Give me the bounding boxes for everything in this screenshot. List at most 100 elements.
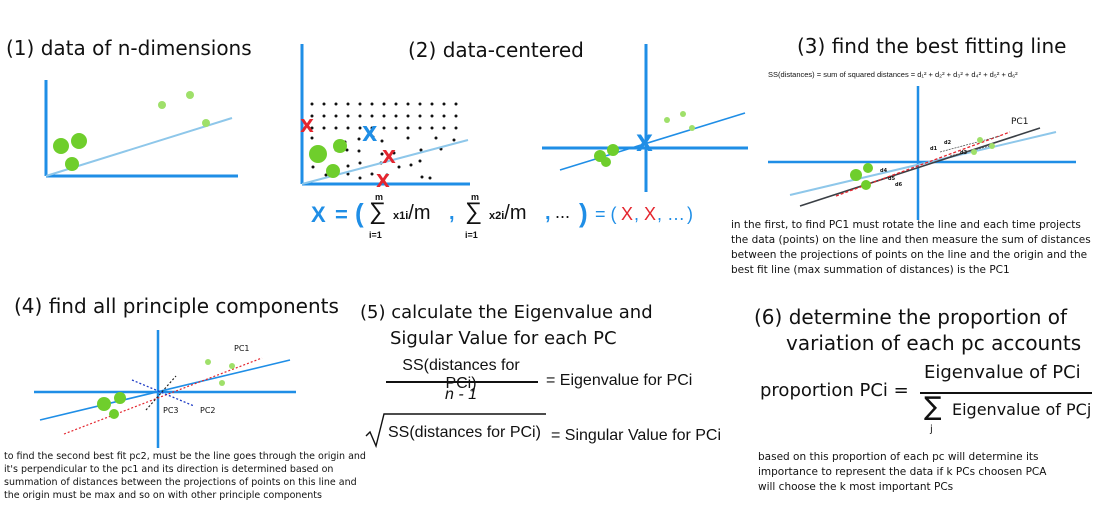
data-dot [430,114,434,118]
panel1-point [71,133,87,149]
panel3-point [977,137,983,143]
data-dot [346,102,350,106]
data-dot [310,114,314,118]
data-dot [346,164,350,168]
distance-label: d1 [930,146,938,152]
data-dot [311,165,315,169]
panel4-pc2-label: PC2 [200,406,216,415]
data-dot [418,102,422,106]
distance-label: d6 [895,182,903,188]
data-dot [371,135,375,139]
proportion-lhs: proportion PCi = [760,380,909,401]
data-dot [452,138,456,142]
panel1-point [53,138,69,154]
panel2-point [309,145,327,163]
panel6-heading-line2: variation of each pc accounts [786,331,1082,355]
panel1-point [186,91,194,99]
panel6-description: based on this proportion of each pc will… [758,451,1047,493]
formula-comma: , [449,202,455,224]
data-dot [370,126,374,130]
mean-formula: X = ( m ∑ i=1 x1i/m , m ∑ i=1 x2i/m , ..… [311,192,711,244]
sum-bottom: i=1 [369,230,382,240]
mean-marker-red: X [376,171,390,192]
result-ellipsis: … [667,204,685,224]
pc1-line [63,357,263,435]
data-dot [418,114,422,118]
data-dot [397,165,401,169]
panel4-point [114,392,126,404]
eigen-rhs: = Eigenvalue for PCi [546,372,693,389]
projection-line [949,145,991,157]
panel4-point [97,397,111,411]
sum-top: m [375,192,384,202]
panel1-point [158,101,166,109]
data-dot [310,136,314,140]
data-dot [370,114,374,118]
result-comma: , [657,204,663,224]
data-dot [434,136,438,140]
data-dot [454,102,458,106]
data-dot [322,114,326,118]
distance-label: d4 [880,168,888,174]
data-dot [358,176,362,180]
panel3-point [971,149,977,155]
panel3-point [850,169,862,181]
panel2-point [326,164,340,178]
panel4-point [109,409,119,419]
data-dot [454,126,458,130]
formula-ellipsis: ... [555,202,571,222]
data-dot [358,161,362,165]
data-dot [358,102,362,106]
term2-sub: x2i [489,210,505,222]
mean-marker-red: X [300,116,314,137]
data-dot [357,149,361,153]
data-dot [428,176,432,180]
data-dot [430,102,434,106]
result-x1: X [621,204,634,224]
result-comma: , [634,204,640,224]
data-dot [406,114,410,118]
centered-fit-line [559,112,746,171]
panel3-point [863,163,873,173]
data-dot [382,114,386,118]
data-dot [382,126,386,130]
formula-lhs: X [311,202,326,227]
data-dot [406,102,410,106]
data-dot [430,126,434,130]
centered-point [680,111,686,117]
data-dot [358,126,362,130]
origin-marker: X [636,132,653,157]
panel3-point [861,180,871,190]
mean-marker-blue: X [362,122,378,146]
sum-top: m [471,192,480,202]
data-dot [385,173,389,177]
pc3-line [145,375,177,411]
centered-point [607,144,619,156]
data-dot [346,126,350,130]
mean-marker-red: X [382,147,396,168]
data-dot [406,126,410,130]
result-equals: = ( [595,204,617,224]
eigen-fraction-bar [386,381,538,383]
data-dot [409,163,413,167]
panel3-point [989,143,995,149]
data-dot [394,114,398,118]
data-dot [419,148,423,152]
panel4-point [219,380,225,386]
formula-close-paren: ) [579,198,588,228]
data-dot [370,102,374,106]
data-dot [370,172,374,176]
data-dot [334,126,338,130]
panel6-heading-line1: (6) determine the proportion of [754,305,1068,329]
pc2-line [131,379,195,407]
proportion-sum-symbol: ∑ [924,392,942,422]
data-dot [380,152,384,156]
centered-point [689,125,695,131]
proportion-sum-index: j [930,424,933,435]
panel3-pc1-label: PC1 [1011,117,1029,127]
panel3-heading: (3) find the best fitting line [797,34,1067,58]
